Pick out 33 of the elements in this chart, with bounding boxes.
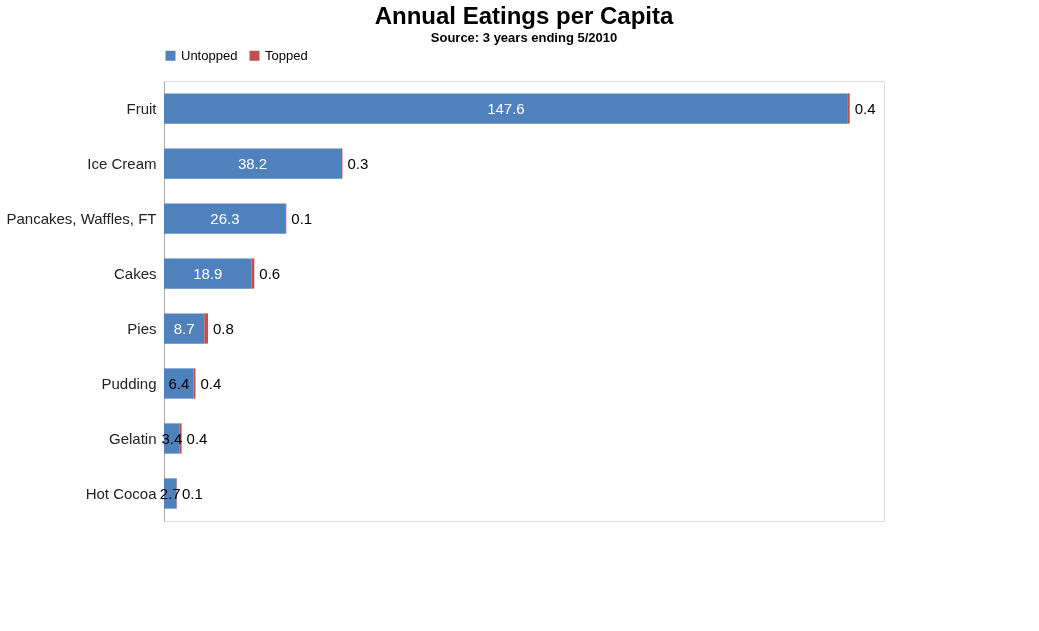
y-tick-label: Pies [127,319,157,337]
data-label: 0.4 [186,429,208,447]
bar [204,313,209,344]
bar [164,368,194,399]
legend-label: Untopped [181,47,238,63]
y-tick-label: Pancakes, Waffles, FT [6,209,157,227]
chart-subtitle: Source: 3 years ending 5/2010 [430,30,618,45]
data-label: 147.6 [487,99,525,117]
data-label: 0.1 [181,484,203,502]
data-label: 8.7 [173,319,195,337]
legend-label: Topped [265,47,308,63]
data-label: 0.4 [854,99,876,117]
y-tick-label: Cakes [113,264,157,282]
y-tick-label: Pudding [101,374,157,392]
data-label: 0.6 [259,264,281,282]
chart-title: Annual Eatings per Capita [374,2,674,29]
bar [164,148,341,179]
data-label: 0.1 [291,209,313,227]
y-tick-label: Fruit [126,99,158,117]
bar [164,93,848,124]
bar [164,203,286,234]
y-tick-label: Hot Cocoa [85,484,158,502]
data-label: 18.9 [193,264,223,282]
data-label: 0.8 [213,319,234,337]
y-tick-label: Gelatin [108,429,157,447]
data-label: 0.4 [200,374,222,392]
y-tick-label: Ice Cream [87,154,157,172]
data-label: 26.3 [210,209,240,227]
data-label: 0.3 [347,154,369,172]
bar [164,313,205,344]
data-label: 38.2 [237,154,268,172]
data-label: 6.4 [168,374,190,392]
bar [164,258,252,289]
